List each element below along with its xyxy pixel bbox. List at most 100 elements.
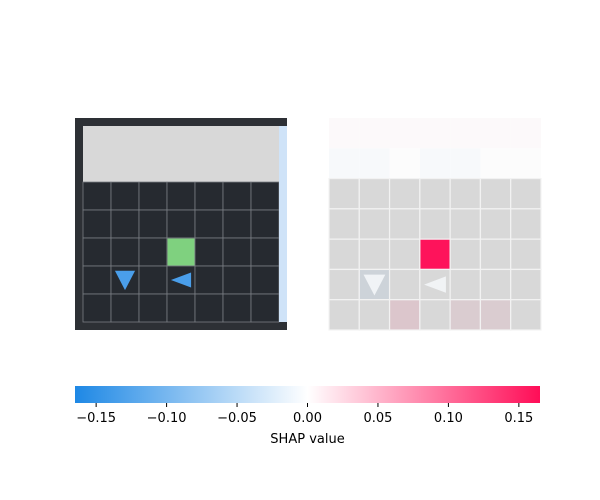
colorbar-tick-label: 0.05 xyxy=(363,411,392,426)
grid-cell xyxy=(82,181,112,211)
shap-heatmap-panel xyxy=(328,118,542,331)
colorbar-tick-label: 0.10 xyxy=(434,411,463,426)
heat-cell xyxy=(328,268,360,301)
grid-cell xyxy=(138,181,168,211)
heat-cell xyxy=(329,118,360,149)
grid-cell xyxy=(110,181,140,211)
heat-cell xyxy=(388,208,421,240)
heat-cell xyxy=(419,238,451,271)
colorbar: −0.15 −0.10 −0.05 0.00 0.05 0.10 0.15 SHAP val… xyxy=(75,386,540,447)
grid-cell xyxy=(138,237,168,267)
heat-cell xyxy=(328,177,360,210)
heat-cell xyxy=(479,208,512,240)
grid-cell xyxy=(138,265,168,295)
heat-cell xyxy=(388,268,421,301)
grid-cell xyxy=(110,209,140,239)
heat-cell xyxy=(388,238,421,271)
heat-cell xyxy=(419,299,451,331)
grid-cell xyxy=(222,237,252,267)
heat-cell xyxy=(510,268,542,301)
colorbar-label: SHAP value xyxy=(270,432,344,447)
grid-cell xyxy=(250,209,280,239)
heat-cell xyxy=(359,118,390,149)
unseen-region xyxy=(83,126,279,182)
heat-cell xyxy=(479,238,512,271)
heat-cell xyxy=(479,268,512,301)
goal-tile xyxy=(167,238,195,266)
grid-cell xyxy=(166,293,196,323)
agent-ghost-left xyxy=(424,276,446,293)
grid-cell xyxy=(250,237,280,267)
heat-cell xyxy=(389,148,420,179)
grid-cell xyxy=(110,237,140,267)
heat-cell xyxy=(449,208,482,240)
heat-cell xyxy=(359,148,390,179)
grid-cell xyxy=(194,181,224,211)
heat-cell xyxy=(328,299,360,331)
grid-cell xyxy=(222,293,252,323)
colorbar-ticks: −0.15 −0.10 −0.05 0.00 0.05 0.10 0.15 xyxy=(76,403,533,426)
colorbar-tick-label: −0.05 xyxy=(217,411,257,426)
grid-cell xyxy=(138,293,168,323)
colorbar-tick-label: −0.15 xyxy=(76,411,116,426)
grid-cell xyxy=(222,265,252,295)
grid-cell xyxy=(166,209,196,239)
heat-cell xyxy=(358,208,391,240)
grid-cell xyxy=(82,265,112,295)
heat-cell xyxy=(389,118,420,149)
grid-cell xyxy=(194,265,224,295)
grid-cell xyxy=(250,293,280,323)
heat-cell xyxy=(388,177,421,210)
heat-cell xyxy=(510,148,541,179)
heat-cell xyxy=(510,299,542,331)
grid-cell xyxy=(194,237,224,267)
heat-cell xyxy=(328,208,360,240)
grid-cell xyxy=(222,209,252,239)
heat-cell xyxy=(450,118,481,149)
colorbar-tick-label: −0.10 xyxy=(147,411,187,426)
agent-triangle-left xyxy=(170,272,192,288)
heat-cell xyxy=(510,208,542,240)
heat-cell xyxy=(449,238,482,271)
heat-cell xyxy=(328,238,360,271)
colorbar-gradient xyxy=(75,386,540,403)
grid-cell xyxy=(138,209,168,239)
heat-cell xyxy=(449,177,482,210)
colorbar-tick-label: 0.15 xyxy=(504,411,533,426)
heat-cell xyxy=(419,118,451,149)
heat-cell xyxy=(480,148,511,179)
grid-cell xyxy=(250,265,280,295)
heat-cell xyxy=(480,118,511,149)
grid-cell xyxy=(82,209,112,239)
heat-cell xyxy=(358,238,391,271)
heat-cell xyxy=(419,177,451,210)
heat-cell xyxy=(449,268,482,301)
grid-cell xyxy=(194,293,224,323)
heat-cell xyxy=(419,208,451,240)
grid-cell xyxy=(222,181,252,211)
heat-cell xyxy=(479,299,512,331)
heat-cell xyxy=(510,238,542,271)
heat-cell xyxy=(329,148,360,179)
agent-triangle-down xyxy=(114,270,136,291)
grid-cell xyxy=(166,181,196,211)
heat-cell xyxy=(449,299,482,331)
edge-highlight xyxy=(279,126,287,322)
heat-cell xyxy=(479,177,512,210)
heat-cell xyxy=(388,299,421,331)
heat-cell xyxy=(450,148,481,179)
grid-cell xyxy=(110,293,140,323)
observation-panel xyxy=(75,118,287,330)
heat-cell xyxy=(510,118,541,149)
heat-cell xyxy=(358,299,391,331)
heat-cell xyxy=(358,177,391,210)
grid-cell xyxy=(82,293,112,323)
grid-cell xyxy=(194,209,224,239)
agent-ghost-down xyxy=(363,274,386,296)
grid-cell xyxy=(250,181,280,211)
heat-cell xyxy=(419,148,451,179)
heat-cell xyxy=(510,177,542,210)
colorbar-tick-label: 0.00 xyxy=(293,411,322,426)
grid-cell xyxy=(82,237,112,267)
